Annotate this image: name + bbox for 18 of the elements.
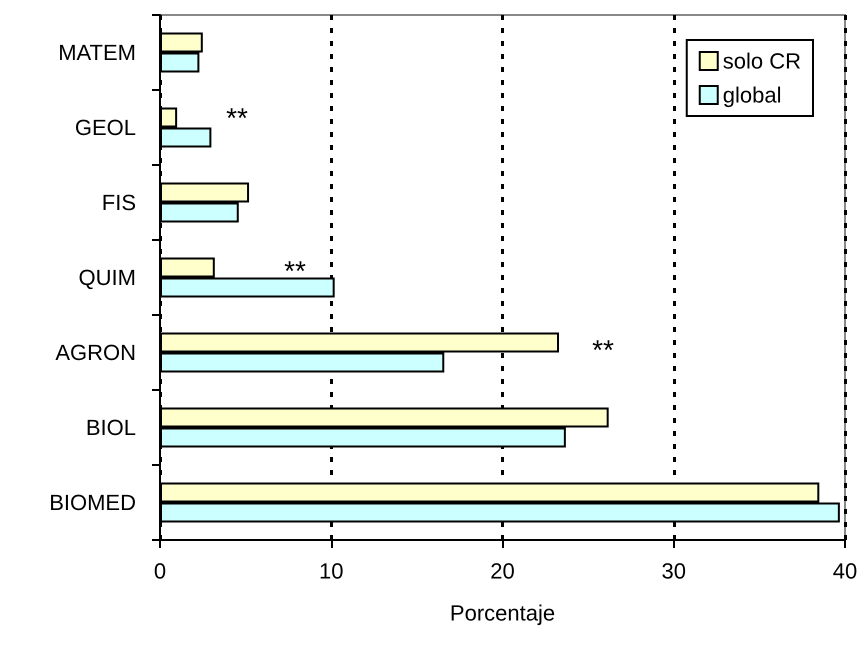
annotation: **: [284, 256, 306, 286]
annotation: **: [226, 102, 248, 134]
annotation: **: [592, 334, 614, 366]
y-tick-label: MATEM: [58, 40, 136, 65]
legend-label: solo CR: [722, 48, 802, 74]
x-axis-title: Porcentaje: [450, 600, 556, 626]
x-tick-label: 40: [832, 558, 858, 584]
y-tick-label: QUIM: [78, 265, 136, 290]
y-tick-label: AGRON: [55, 340, 136, 365]
x-tick-label: 10: [319, 558, 344, 584]
x-tick-label: 30: [662, 558, 686, 584]
y-tick-label: GEOL: [74, 115, 136, 140]
x-tick-label: 20: [490, 558, 515, 584]
y-tick-label: BIOL: [86, 415, 136, 440]
y-tick-label: BIOMED: [49, 490, 136, 515]
legend-label: global: [722, 82, 782, 108]
x-tick-label: 0: [154, 558, 166, 584]
y-tick-label: FIS: [102, 190, 136, 215]
